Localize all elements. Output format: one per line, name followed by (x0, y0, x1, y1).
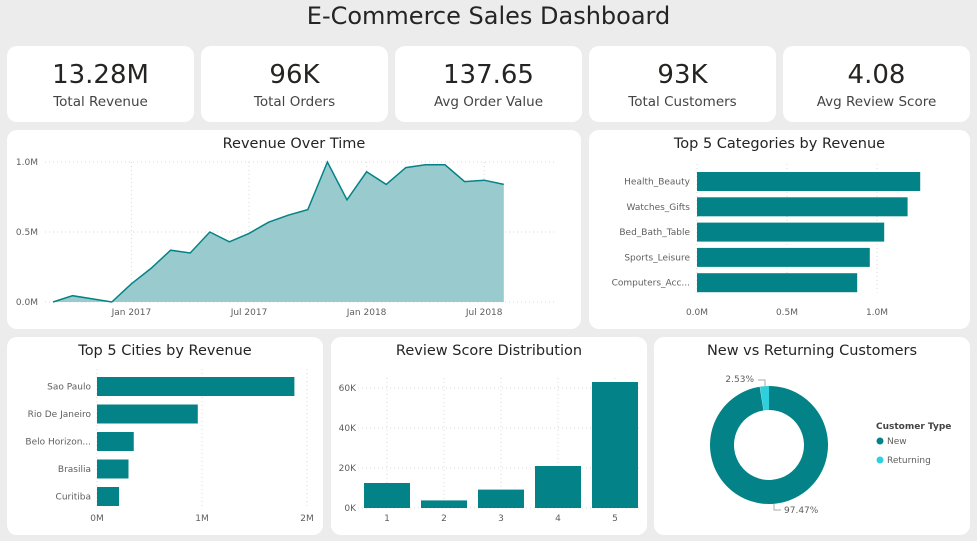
x-tick-label: 2 (441, 514, 447, 524)
y-tick-label: 0K (344, 504, 357, 514)
area-fill (53, 162, 504, 302)
chart-title: Revenue Over Time (222, 136, 366, 152)
kpi-total-customers: 93K Total Customers (589, 46, 776, 122)
x-tick-label: 1 (384, 514, 390, 524)
category-label: Bed_Bath_Table (619, 228, 690, 238)
chart-title: Top 5 Categories by Revenue (673, 136, 886, 152)
x-tick-label: 1M (195, 514, 209, 524)
x-tick-label: 5 (612, 514, 618, 524)
x-tick-label: 0M (90, 514, 104, 524)
kpi-total-orders: 96K Total Orders (201, 46, 388, 122)
category-label: Computers_Acc... (612, 279, 690, 289)
kpi-value: 96K (269, 60, 320, 90)
legend-title: Customer Type (876, 422, 951, 432)
bar (592, 382, 638, 508)
category-label: Watches_Gifts (627, 203, 691, 213)
x-tick-label: 2M (300, 514, 314, 524)
kpi-value: 137.65 (443, 60, 534, 90)
legend-marker (876, 456, 884, 464)
chart-title: Review Score Distribution (395, 343, 583, 359)
x-tick-label: Jan 2018 (346, 308, 387, 318)
revenue-line (52, 160, 504, 303)
bar (97, 404, 198, 424)
chart-title: New vs Returning Customers (706, 343, 918, 359)
category-label: Brasilia (58, 465, 91, 475)
x-tick-label: 4 (555, 514, 561, 524)
x-tick-label: 1.0M (866, 308, 888, 318)
kpi-value: 13.28M (52, 60, 149, 90)
y-tick-label: 1.0M (16, 158, 38, 168)
x-tick-label: Jul 2018 (465, 308, 503, 318)
x-tick-label: 0.0M (686, 308, 708, 318)
bar (697, 222, 885, 242)
legend-label: New (887, 437, 907, 447)
x-tick-label: Jan 2017 (111, 308, 152, 318)
kpi-label: Avg Review Score (816, 94, 937, 110)
slice-label: 97.47% (784, 506, 819, 516)
kpi-total-revenue: 13.28M Total Revenue (7, 46, 194, 122)
category-label: Curitiba (56, 493, 91, 503)
x-tick-label: 3 (498, 514, 504, 524)
y-tick-label: 0.5M (16, 228, 38, 238)
kpi-label: Avg Order Value (433, 94, 544, 110)
kpi-label: Total Customers (628, 94, 737, 110)
kpi-avg-order-value: 137.65 Avg Order Value (395, 46, 582, 122)
bar (478, 489, 524, 508)
y-tick-label: 60K (339, 384, 357, 394)
leader-line (773, 504, 781, 511)
bar (697, 197, 908, 217)
bar (364, 483, 410, 508)
bar (697, 273, 858, 293)
x-tick-label: Jul 2017 (230, 308, 268, 318)
kpi-value: 4.08 (847, 60, 906, 90)
kpi-value: 93K (657, 60, 708, 90)
bar (97, 459, 129, 479)
bar (97, 432, 134, 451)
bar (97, 377, 295, 396)
bar (697, 247, 870, 267)
donut-slice (710, 386, 829, 504)
kpi-label: Total Orders (253, 94, 336, 110)
category-label: Sports_Leisure (624, 253, 690, 263)
category-label: Belo Horizon... (25, 438, 91, 448)
kpi-avg-review-score: 4.08 Avg Review Score (783, 46, 970, 122)
y-tick-label: 0.0M (16, 298, 38, 308)
kpi-label: Total Revenue (53, 94, 148, 110)
donut-slice (759, 385, 770, 411)
category-label: Rio De Janeiro (28, 410, 92, 420)
slice-label: 2.53% (725, 375, 754, 385)
category-label: Health_Beauty (624, 178, 691, 188)
top-cities-card: Top 5 Cities by Revenue (7, 337, 323, 535)
legend-marker (876, 437, 884, 445)
category-label: Sao Paulo (47, 383, 91, 393)
chart-title: Top 5 Cities by Revenue (78, 343, 252, 359)
bar (97, 487, 120, 506)
y-tick-label: 20K (339, 464, 357, 474)
dashboard-title: E-Commerce Sales Dashboard (306, 2, 671, 30)
bar (535, 466, 581, 508)
bar (421, 500, 467, 508)
y-tick-label: 40K (339, 424, 357, 434)
x-tick-label: 0.5M (776, 308, 798, 318)
leader-line (758, 379, 766, 387)
legend-label: Returning (887, 456, 931, 466)
bar (697, 172, 921, 191)
